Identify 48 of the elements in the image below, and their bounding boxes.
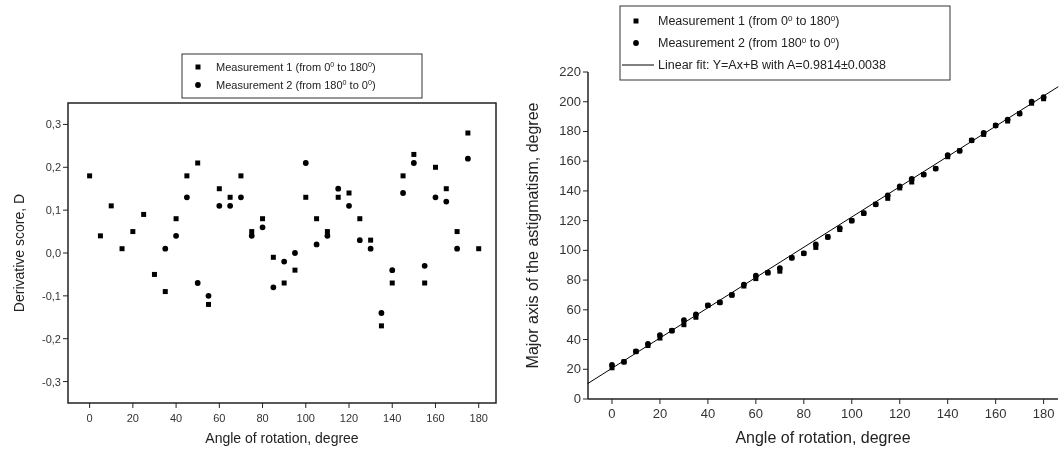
y-tick-label: 200 xyxy=(559,93,581,109)
y-tick-label: -0,2 xyxy=(42,332,61,345)
y-tick-label: -0,3 xyxy=(42,375,61,388)
x-tick-label: 80 xyxy=(256,412,269,424)
y-tick-label: 0,0 xyxy=(45,247,61,259)
y-tick-label: 0,2 xyxy=(45,161,61,174)
y-axis-title: Derivative score, D xyxy=(11,193,27,313)
y-tick-label: 0,1 xyxy=(45,204,61,217)
y-tick-label: 100 xyxy=(559,242,581,258)
y-tick-label: 60 xyxy=(566,301,581,317)
x-tick-label: 0 xyxy=(86,412,93,424)
x-tick-label: 20 xyxy=(126,412,139,424)
x-tick-label: 180 xyxy=(469,412,488,424)
y-tick-label: 220 xyxy=(559,64,581,79)
y-tick-label: 0,3 xyxy=(45,118,61,131)
x-axis-title: Angle of rotation, degree xyxy=(735,429,911,446)
y-tick-label: 80 xyxy=(566,272,581,288)
y-tick-label: 160 xyxy=(559,153,581,169)
x-tick-label: 180 xyxy=(1032,406,1055,421)
x-tick-label: 120 xyxy=(888,406,911,421)
y-axis-title: Major axis of the astigmatism, degree xyxy=(524,102,541,369)
y-tick-label: 0 xyxy=(573,391,581,406)
y-tick-label: 40 xyxy=(566,331,581,347)
x-tick-label: 100 xyxy=(296,412,315,424)
legend-label: Measurement 1 (from 0$^{0}$ to 180$^{0}$) xyxy=(216,61,376,73)
y-tick-label: 180 xyxy=(559,123,581,139)
y-tick-label: 20 xyxy=(566,361,581,377)
x-axis-title: Angle of rotation, degree xyxy=(205,430,359,446)
x-tick-label: 140 xyxy=(936,406,959,421)
y-tick-label: -0,1 xyxy=(42,289,61,302)
legend-label: Measurement 2 (from 180$^{0}$ to 0$^{0}$) xyxy=(658,35,840,50)
x-tick-label: 40 xyxy=(169,412,183,424)
legend-label: Linear fit: Y=Ax+B with A=0.9814±0.0038 xyxy=(658,58,887,72)
x-tick-label: 80 xyxy=(796,406,812,421)
y-tick-label: 140 xyxy=(559,182,581,198)
x-tick-label: 20 xyxy=(652,406,668,421)
x-tick-label: 60 xyxy=(213,412,226,424)
legend-label: Measurement 2 (from 180$^{0}$ to 0$^{0}$) xyxy=(216,79,376,91)
y-tick-label: 120 xyxy=(559,212,581,228)
x-tick-label: 160 xyxy=(984,406,1007,421)
legend-label: Measurement 1 (from 0$^{0}$ to 180$^{0}$) xyxy=(658,13,840,28)
x-tick-label: 100 xyxy=(840,406,863,421)
x-tick-label: 60 xyxy=(748,406,764,421)
x-tick-label: 160 xyxy=(426,412,445,424)
x-tick-label: 120 xyxy=(339,412,359,424)
x-tick-label: 40 xyxy=(700,406,716,421)
x-tick-label: 140 xyxy=(383,412,402,424)
x-tick-label: 0 xyxy=(608,406,616,421)
